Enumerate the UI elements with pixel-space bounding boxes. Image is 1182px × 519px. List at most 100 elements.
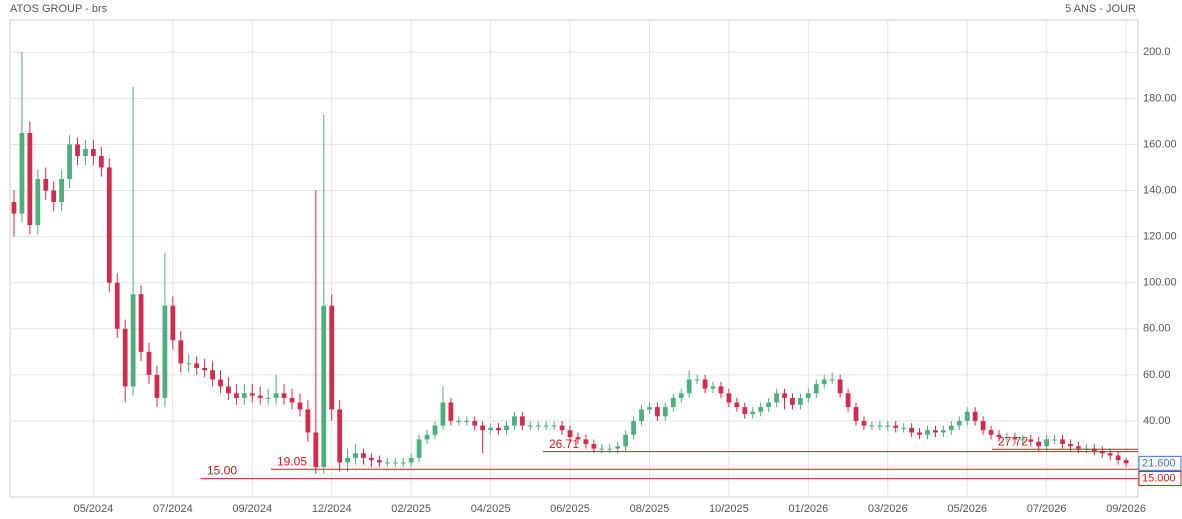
candle-body [345, 457, 350, 463]
candle-body [472, 420, 478, 426]
candle-body [35, 179, 41, 226]
y-tick-label: 60.00 [1143, 369, 1171, 381]
candle-body [909, 427, 914, 433]
candle-body [726, 393, 732, 403]
candle-body [353, 453, 358, 458]
candle-body [376, 460, 382, 463]
candle-body [400, 462, 406, 464]
candle-body [694, 379, 700, 381]
candle-body [408, 457, 414, 463]
x-tick-label: 07/2026 [1027, 503, 1067, 515]
candle-body [940, 430, 946, 433]
period-selector[interactable]: 5 ANS - JOUR [1065, 3, 1136, 15]
candle-body [599, 448, 605, 450]
candle-body [678, 393, 684, 398]
candle-body [869, 425, 875, 427]
candle-body [1123, 460, 1129, 464]
candle-body [710, 386, 716, 389]
x-tick-label: 09/2026 [1106, 503, 1146, 515]
candle-body [607, 448, 613, 450]
candle-body [782, 393, 787, 398]
candle-body [1068, 444, 1073, 447]
candle-body [464, 420, 470, 422]
candle-body [1115, 455, 1121, 461]
candle-body [623, 434, 629, 447]
candle-body [337, 409, 343, 463]
candle-body [122, 328, 128, 387]
candle-body [170, 305, 176, 341]
candle-body [758, 407, 764, 412]
candle-body [424, 434, 430, 440]
x-tick-label: 07/2024 [153, 503, 193, 515]
candle-body [440, 402, 446, 426]
candle-body [988, 430, 994, 435]
y-tick-label: 100.00 [1143, 277, 1177, 289]
candle-body [202, 367, 208, 371]
candle-body [877, 425, 883, 427]
candle-body [162, 305, 168, 398]
x-tick-label: 05/2024 [74, 503, 114, 515]
candle-body [1004, 437, 1010, 439]
candle-body [893, 425, 899, 428]
candle-body [51, 190, 57, 203]
candle-body [504, 425, 509, 431]
candle-body [384, 462, 390, 464]
candle-body [591, 444, 597, 449]
candle-body [813, 384, 819, 394]
level-tag-label: 15.000 [1142, 472, 1176, 484]
candle-body [718, 386, 724, 394]
level-label: 15.00 [207, 464, 237, 478]
candle-body [1012, 437, 1018, 440]
candle-body [488, 427, 493, 431]
candle-body [956, 420, 962, 426]
candle-body [1020, 439, 1026, 441]
candle-body [750, 411, 756, 415]
level-label: 26.71 [549, 437, 579, 451]
candle-body [647, 407, 652, 410]
x-tick-label: 09/2024 [232, 503, 272, 515]
candle-body [130, 294, 136, 387]
x-tick-label: 02/2025 [391, 503, 431, 515]
candle-body [218, 379, 223, 387]
candle-body [512, 416, 517, 426]
candle-body [615, 446, 621, 449]
candle-body [392, 462, 398, 464]
level-label: 19.05 [277, 454, 307, 468]
candle-body [178, 340, 184, 364]
candle-body [567, 430, 573, 438]
candle-body [670, 397, 676, 408]
y-tick-label: 200.0 [1143, 46, 1171, 58]
y-tick-label: 180.00 [1143, 92, 1177, 104]
candle-body [559, 425, 565, 431]
last-price-tag [1138, 455, 1182, 471]
candle-body [273, 393, 279, 398]
candle-body [1107, 453, 1113, 456]
candle-body [416, 439, 422, 458]
candle-body [289, 397, 295, 403]
candle-body [226, 386, 231, 394]
candle-body [265, 397, 271, 399]
candle-body [821, 379, 827, 385]
candle-body [496, 427, 501, 431]
candle-body [964, 411, 970, 421]
candle-body [805, 393, 811, 398]
candle-body [456, 420, 462, 422]
candle-body [948, 425, 954, 431]
candle-body [67, 144, 72, 179]
candle-body [639, 409, 644, 421]
x-tick-label: 06/2025 [550, 503, 590, 515]
candle-body [631, 420, 636, 435]
candle-body [321, 305, 327, 468]
candle-body [543, 425, 549, 427]
candle-body [1091, 448, 1097, 451]
candle-body [83, 149, 88, 156]
x-tick-label: 12/2024 [312, 503, 352, 515]
candle-body [361, 453, 366, 458]
candle-body [91, 149, 96, 156]
candle-body [194, 363, 200, 368]
candle-body [861, 420, 867, 426]
candle-body [329, 305, 335, 410]
candle-body [702, 379, 708, 389]
candle-body [106, 167, 112, 283]
candle-body [996, 434, 1002, 438]
